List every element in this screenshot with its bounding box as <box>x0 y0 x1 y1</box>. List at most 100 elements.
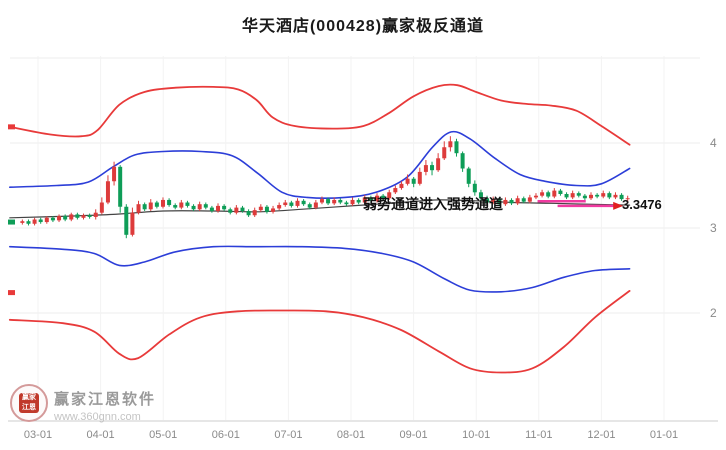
candle-body <box>216 205 221 211</box>
candle-body <box>295 200 300 206</box>
candle-body <box>167 199 172 206</box>
candle-body <box>497 199 502 205</box>
candle-body <box>570 193 575 198</box>
candle-body <box>619 194 624 200</box>
candle-body <box>491 199 496 203</box>
candle-body <box>485 198 490 203</box>
candle-body <box>430 165 435 171</box>
candle-body <box>160 199 165 207</box>
candle-body <box>399 183 404 189</box>
candle-body <box>546 192 551 197</box>
watermark-logo-seal: 赢家 江恩 <box>19 393 39 413</box>
candle-body <box>576 193 581 196</box>
candle-body <box>381 195 386 199</box>
x-axis-label: 03-01 <box>24 429 52 441</box>
candle-body <box>472 183 477 193</box>
candle-body <box>454 141 459 154</box>
candle-body <box>368 197 373 201</box>
watermark-url: www.360gnn.com <box>54 411 141 423</box>
candle-body <box>154 202 159 207</box>
candle-body <box>173 205 178 208</box>
candle-body <box>521 198 526 202</box>
candle-body <box>240 207 245 211</box>
candle-body <box>81 215 86 218</box>
candle-body <box>607 193 612 198</box>
candle-body <box>234 207 239 213</box>
candle-body <box>50 217 55 221</box>
candle-body <box>558 190 563 194</box>
candle-body <box>356 199 361 203</box>
watermark-logo-icon: 赢家 江恩 <box>10 384 48 422</box>
candle-body <box>57 216 62 221</box>
candle-body <box>625 198 630 200</box>
candle-body <box>411 178 416 184</box>
candle-body <box>75 214 80 218</box>
candle-body <box>26 221 31 224</box>
candle-body <box>246 211 251 216</box>
channel-annotation-text: 弱势通道进入强势通道 <box>363 196 503 212</box>
watermark-logo-line1: 赢家 <box>22 394 36 401</box>
candle-body <box>436 158 441 171</box>
candle-body <box>38 219 43 223</box>
upper-red-band <box>8 83 631 146</box>
candle-body <box>533 195 538 198</box>
candle-body <box>344 202 349 205</box>
candle-body <box>271 208 276 212</box>
left-edge-tick <box>8 219 15 225</box>
candle-body <box>301 200 306 205</box>
candle-body <box>582 195 587 199</box>
candle-body <box>124 206 129 235</box>
candle-body <box>387 192 392 199</box>
candle-body <box>93 212 98 217</box>
lower-blue-band <box>9 245 631 293</box>
candle-body <box>393 188 398 193</box>
trend-arrow-icon <box>613 201 624 210</box>
candle-body <box>595 194 600 197</box>
candle-body <box>350 199 355 205</box>
candle-body <box>374 195 379 201</box>
candle-body <box>148 202 153 210</box>
candle-body <box>552 190 557 197</box>
candle-body <box>203 204 208 208</box>
candle-body <box>319 199 324 203</box>
candle-body <box>478 192 483 199</box>
candle-body <box>589 194 594 199</box>
lower-red-band <box>8 290 631 374</box>
candle-body <box>338 199 343 203</box>
x-axis-label: 09-01 <box>400 429 428 441</box>
x-axis-label: 10-01 <box>462 429 490 441</box>
candle-body <box>179 202 184 208</box>
candle-body <box>264 206 269 212</box>
candle-body <box>277 205 282 209</box>
candle-body <box>417 171 422 184</box>
candle-body <box>252 210 257 216</box>
candle-body <box>332 199 337 204</box>
candle-body <box>326 199 331 204</box>
candle-body <box>460 153 465 169</box>
candle-body <box>69 214 74 220</box>
watermark-logo-line2: 江恩 <box>22 404 36 411</box>
candle-body <box>32 219 37 224</box>
page-title: 华天酒店(000428)赢家极反通道 <box>241 18 485 35</box>
candle-body <box>142 204 147 210</box>
x-axis-label: 11-01 <box>525 429 552 441</box>
watermark-text: 赢家江恩软件 www.360gnn.com <box>54 388 156 423</box>
x-axis-label: 06-01 <box>212 429 240 441</box>
candle-body <box>540 192 545 196</box>
upper-blue-band <box>9 130 631 199</box>
candle-body <box>313 202 318 208</box>
candle-body <box>209 207 214 211</box>
candle-body <box>509 199 514 204</box>
left-edge-tick <box>8 124 15 130</box>
candle-body <box>601 193 606 197</box>
candle-body <box>20 221 25 223</box>
candle-body <box>258 206 263 211</box>
candle-body <box>136 204 141 213</box>
candle-body <box>527 197 532 202</box>
candle-body <box>503 199 508 205</box>
watermark-name: 赢家江恩软件 <box>54 391 157 408</box>
x-axis-label: 05-01 <box>149 429 177 441</box>
channel-price-label: 3.3476 <box>622 197 662 212</box>
